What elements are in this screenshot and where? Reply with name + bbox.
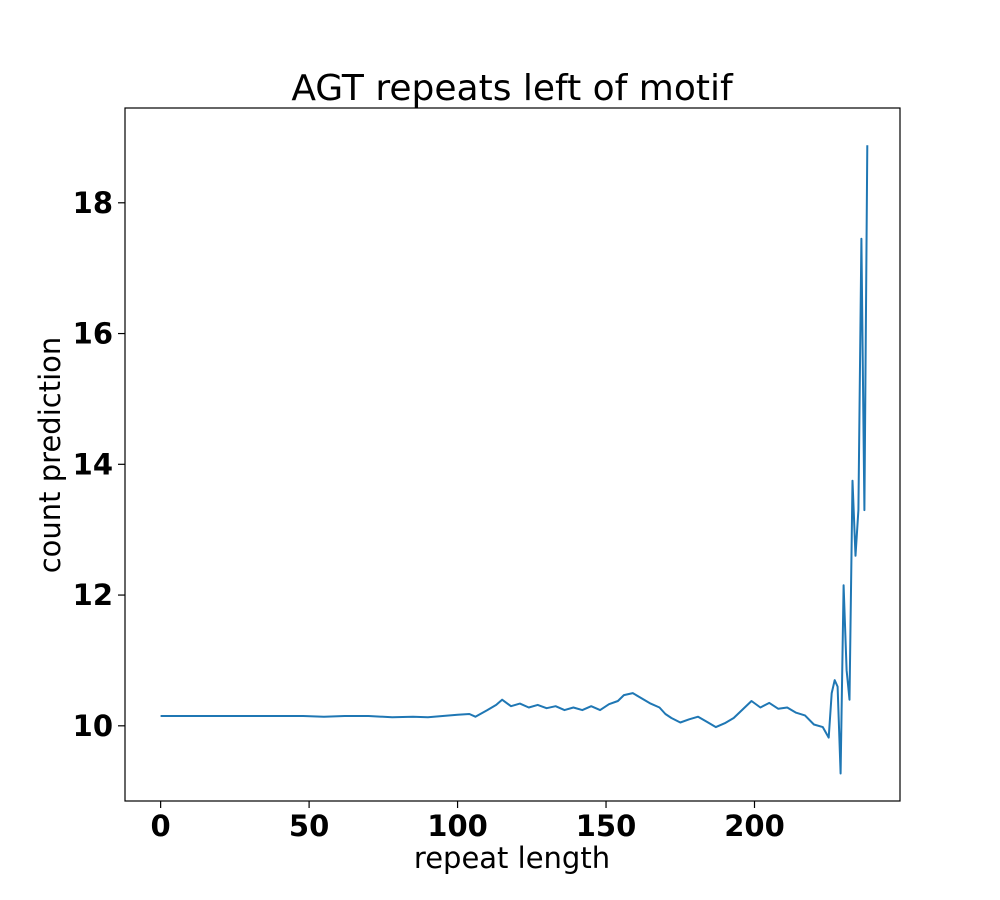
y-tick-label: 12 bbox=[73, 578, 113, 612]
x-axis: 0 50 100 150 200 bbox=[151, 801, 785, 843]
y-tick-label: 14 bbox=[73, 447, 113, 481]
x-tick-label: 100 bbox=[427, 809, 488, 843]
y-axis: 10 12 14 16 18 bbox=[73, 186, 125, 743]
y-tick-label: 18 bbox=[73, 186, 113, 220]
plot-area bbox=[124, 107, 901, 802]
x-tick-label: 200 bbox=[724, 809, 785, 843]
x-tick-label: 150 bbox=[576, 809, 637, 843]
x-tick-label: 50 bbox=[289, 809, 329, 843]
chart-title: AGT repeats left of motif bbox=[291, 68, 734, 109]
y-tick-label: 10 bbox=[73, 709, 113, 743]
plot-frame bbox=[124, 107, 901, 802]
x-tick-label: 0 bbox=[151, 809, 171, 843]
series-line bbox=[160, 145, 869, 775]
x-axis-label: repeat length bbox=[414, 841, 610, 875]
y-tick-label: 16 bbox=[73, 317, 113, 351]
y-axis-label: count prediction bbox=[33, 337, 67, 574]
